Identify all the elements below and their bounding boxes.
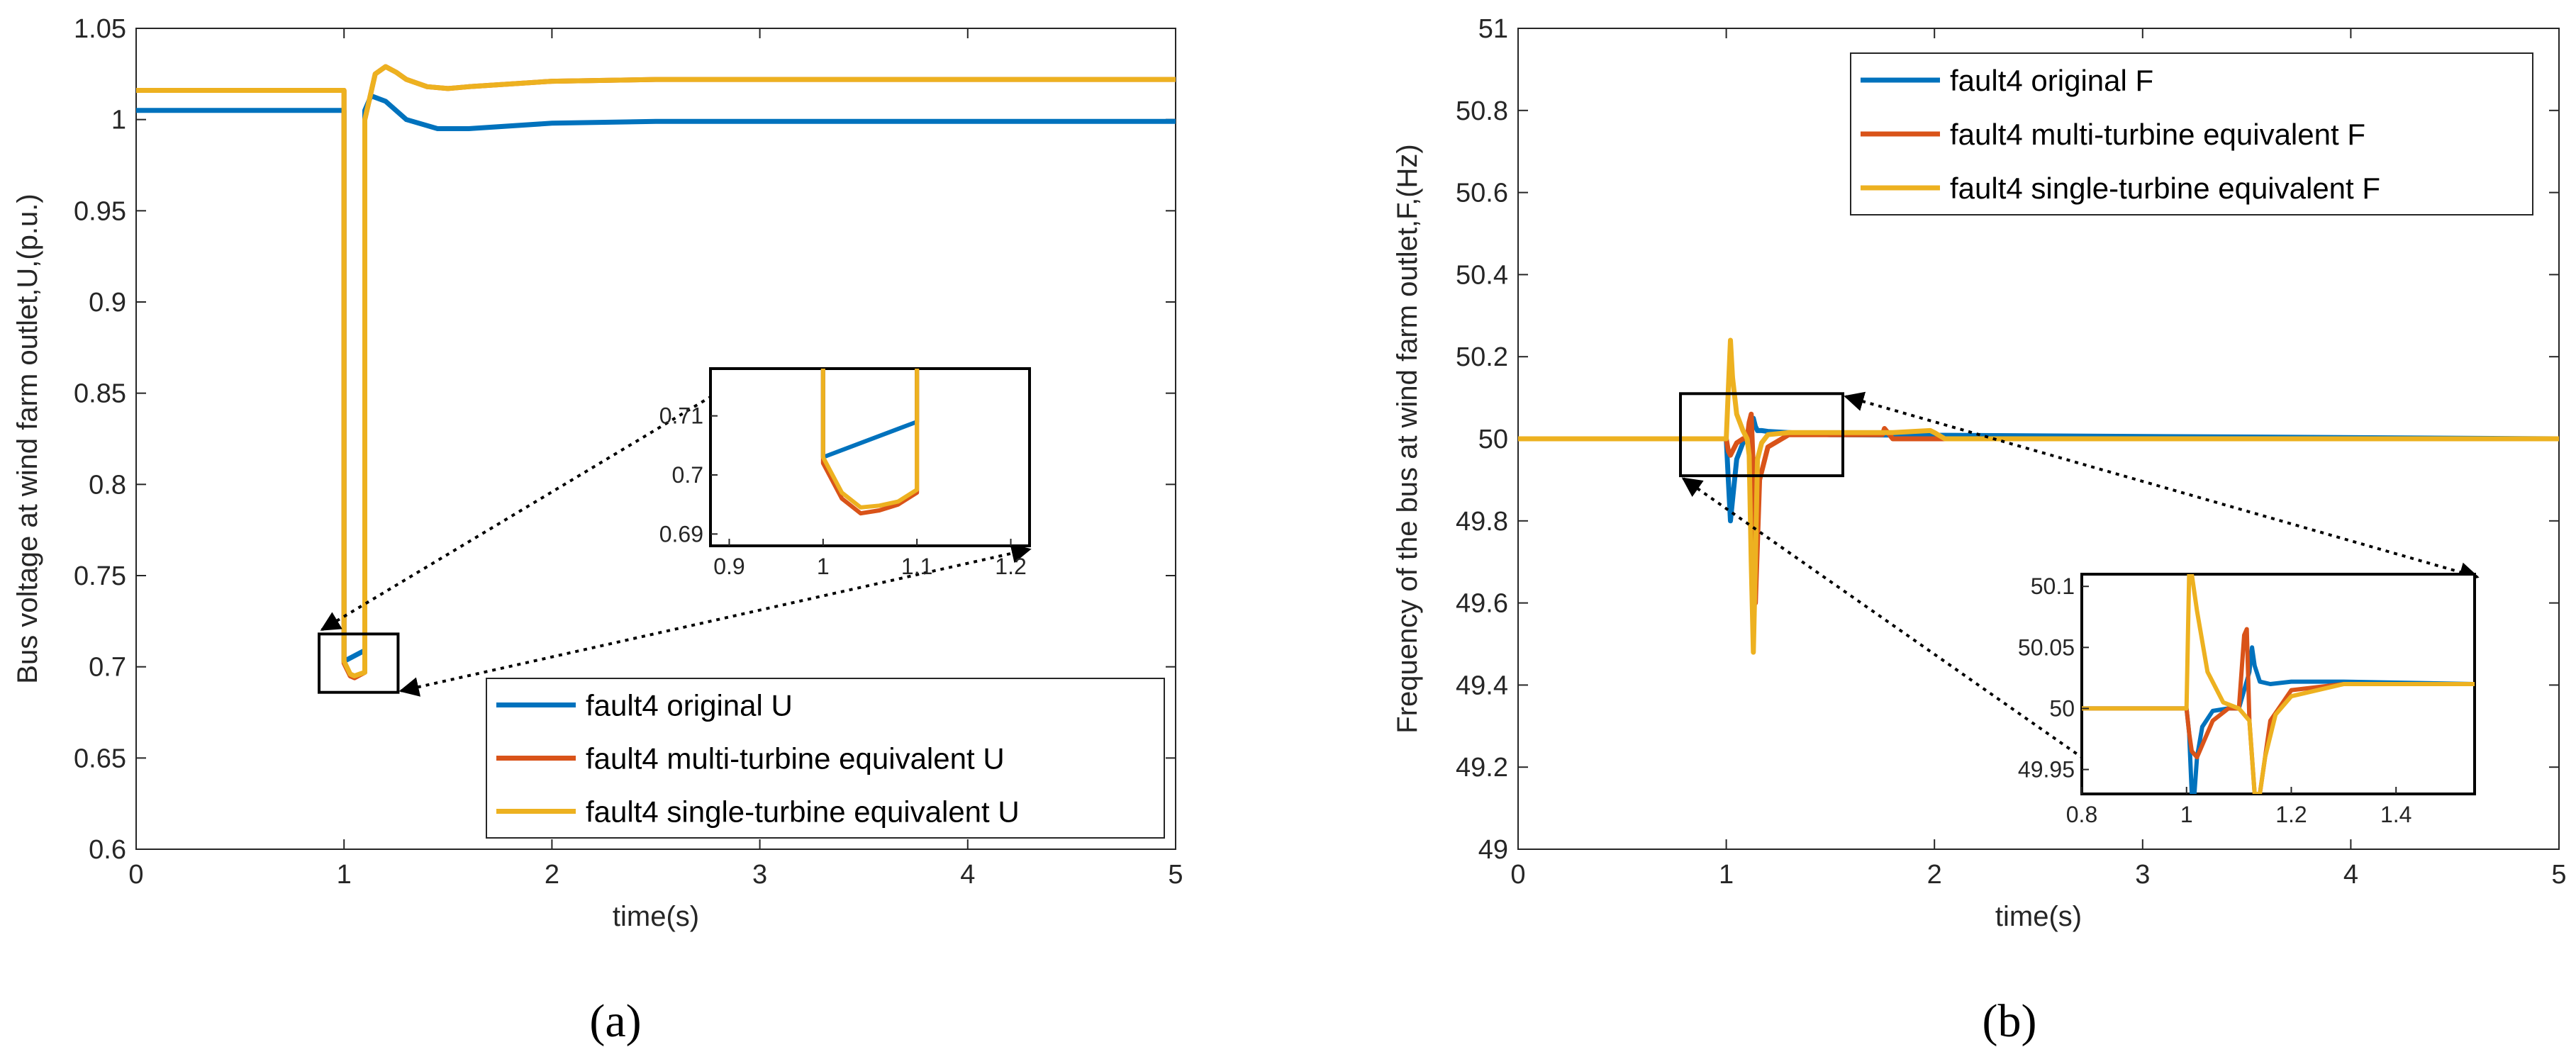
inset-y-tick-label: 50.1 <box>2031 573 2075 599</box>
legend: fault4 original F fault4 multi-turbine eq… <box>1850 52 2533 215</box>
y-tick-label: 49 <box>1478 835 1508 865</box>
inset-series-line <box>820 369 920 510</box>
inset-y-tick-label: 0.7 <box>672 462 703 488</box>
y-tick-label: 49.4 <box>1456 671 1508 700</box>
inset-series-line <box>820 369 920 516</box>
panel-caption: (b) <box>1983 995 2037 1047</box>
y-tick-label: 51 <box>1478 14 1508 44</box>
zoom-connector <box>1844 391 2480 582</box>
inset-x-tick-label: 1.1 <box>901 554 932 579</box>
zoom-connector <box>398 543 1032 697</box>
legend-label: fault4 single-turbine equivalent F <box>1950 172 2380 205</box>
inset-x-tick-label: 1 <box>2180 802 2193 827</box>
y-tick-label: 50.8 <box>1456 96 1508 126</box>
x-tick-label: 4 <box>2343 860 2358 890</box>
inset-y-tick-label: 50.05 <box>2018 634 2075 660</box>
x-tick-label: 0 <box>128 860 143 890</box>
y-axis-label: Frequency of the bus at wind farm outlet… <box>1392 144 1423 733</box>
chart-panel-b: 0 1 2 3 4 5 49 49.2 49.4 49.6 49.8 50 50.2 50.4 50.6 50… <box>1392 14 2567 1047</box>
y-tick-label: 0.6 <box>89 835 126 865</box>
inset-y-tick-label: 0.69 <box>659 521 703 547</box>
inset-series-line <box>2082 574 2475 794</box>
x-tick-label: 0 <box>1510 860 1525 890</box>
x-tick-label: 2 <box>545 860 559 890</box>
panel-caption: (a) <box>589 995 641 1047</box>
y-tick-label: 1 <box>111 106 126 135</box>
series-line-fault4-single-turbine-equivalent-u <box>136 64 1176 678</box>
legend-box <box>486 678 1165 839</box>
y-tick-label: 0.8 <box>89 470 126 500</box>
y-tick-label: 0.65 <box>74 744 126 773</box>
x-tick-label: 4 <box>960 860 975 890</box>
y-tick-label: 49.6 <box>1456 589 1508 619</box>
x-tick-label: 5 <box>2551 860 2566 890</box>
inset-x-tick-label: 0.9 <box>713 554 745 579</box>
inset-series-group <box>2082 574 2475 794</box>
legend-label: fault4 single-turbine equivalent U <box>586 795 1020 829</box>
y-tick-label: 0.85 <box>74 379 126 409</box>
legend-label: fault4 multi-turbine equivalent F <box>1950 118 2365 151</box>
legend-label: fault4 original U <box>586 689 793 722</box>
inset-y-tick-label: 49.95 <box>2018 757 2075 783</box>
inset-x-tick-label: 1 <box>817 554 830 579</box>
inset-y-tick-label: 0.71 <box>659 403 703 429</box>
y-tick-label: 0.95 <box>74 196 126 226</box>
y-tick-label: 50 <box>1478 425 1508 454</box>
chart-panel-a: 0 1 2 3 4 5 0.6 0.65 0.7 0.75 0.8 0.85 0.9 0.95 1 1.05 t… <box>12 14 1183 1047</box>
y-tick-label: 49.2 <box>1456 753 1508 783</box>
y-tick-label: 1.05 <box>74 14 126 44</box>
x-tick-label: 3 <box>2135 860 2150 890</box>
zoom-inset: 0.9 1 1.1 1.2 0.69 0.7 0.71 <box>659 367 1031 579</box>
legend: fault4 original U fault4 multi-turbine eq… <box>486 678 1165 839</box>
x-axis-label: time(s) <box>1995 901 2082 932</box>
y-tick-label: 50.2 <box>1456 342 1508 372</box>
zoom-inset: 0.8 1 1.2 1.4 49.95 50 50.05 50.1 <box>2018 573 2476 827</box>
y-tick-label: 0.9 <box>89 288 126 318</box>
legend-label: fault4 multi-turbine equivalent U <box>586 742 1005 776</box>
inset-y-tick-label: 50 <box>2049 695 2075 721</box>
x-tick-label: 1 <box>1719 860 1734 890</box>
inset-x-tick-label: 0.8 <box>2066 802 2097 827</box>
y-tick-label: 50.4 <box>1456 260 1508 290</box>
zoom-source-box <box>318 632 400 694</box>
zoom-connector <box>1681 477 2132 793</box>
x-tick-label: 3 <box>752 860 767 890</box>
x-tick-label: 2 <box>1927 860 1942 890</box>
inset-x-tick-label: 1.2 <box>995 554 1026 579</box>
series-group <box>136 64 1176 681</box>
y-axis-label: Bus voltage at wind farm outlet,U,(p.u.) <box>12 194 43 683</box>
x-axis-label: time(s) <box>613 901 699 932</box>
y-tick-label: 0.7 <box>89 653 126 683</box>
legend-box <box>1850 52 2533 215</box>
inset-series-group <box>820 369 920 516</box>
zoom-connector <box>320 370 755 632</box>
zoom-source-box <box>1679 392 1845 478</box>
y-tick-label: 50.6 <box>1456 179 1508 208</box>
y-tick-label: 0.75 <box>74 561 126 591</box>
inset-plot-area <box>709 367 1031 547</box>
y-tick-label: 49.8 <box>1456 507 1508 537</box>
x-tick-label: 1 <box>337 860 352 890</box>
inset-x-tick-label: 1.2 <box>2275 802 2307 827</box>
inset-x-tick-label: 1.4 <box>2380 802 2411 827</box>
legend-label: fault4 original F <box>1950 64 2153 97</box>
x-tick-label: 5 <box>1168 860 1183 890</box>
